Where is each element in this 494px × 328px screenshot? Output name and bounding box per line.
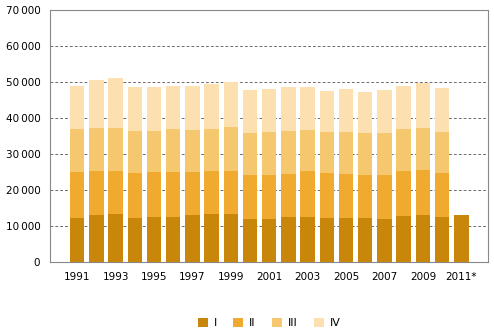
Bar — [415, 83, 430, 128]
Bar — [224, 127, 238, 171]
Bar — [166, 86, 180, 129]
Bar — [300, 171, 315, 216]
Bar — [89, 128, 104, 171]
Bar — [435, 88, 450, 132]
Bar — [454, 215, 468, 262]
Bar — [415, 128, 430, 170]
Bar — [320, 91, 334, 133]
Bar — [435, 217, 450, 262]
Bar — [397, 171, 411, 216]
Bar — [339, 90, 353, 132]
Bar — [147, 87, 161, 131]
Bar — [108, 128, 123, 171]
Bar — [70, 129, 84, 173]
Bar — [243, 133, 257, 174]
Bar — [358, 174, 372, 218]
Bar — [89, 171, 104, 215]
Bar — [281, 131, 295, 174]
Bar — [166, 172, 180, 216]
Bar — [262, 133, 277, 175]
Bar — [358, 133, 372, 174]
Bar — [415, 215, 430, 262]
Bar — [108, 215, 123, 262]
Bar — [89, 215, 104, 262]
Bar — [415, 170, 430, 215]
Bar — [185, 87, 200, 130]
Bar — [70, 217, 84, 262]
Bar — [243, 219, 257, 262]
Bar — [262, 175, 277, 219]
Bar — [108, 78, 123, 128]
Bar — [70, 173, 84, 217]
Bar — [127, 87, 142, 131]
Bar — [243, 90, 257, 133]
Bar — [435, 132, 450, 173]
Bar — [127, 218, 142, 262]
Bar — [205, 129, 219, 171]
Bar — [147, 131, 161, 173]
Bar — [339, 174, 353, 217]
Bar — [320, 217, 334, 262]
Bar — [435, 173, 450, 217]
Bar — [166, 216, 180, 262]
Bar — [320, 133, 334, 173]
Bar — [205, 214, 219, 262]
Bar — [339, 217, 353, 262]
Bar — [397, 130, 411, 171]
Bar — [377, 90, 392, 133]
Bar — [397, 87, 411, 130]
Bar — [108, 171, 123, 215]
Bar — [224, 171, 238, 214]
Bar — [166, 129, 180, 172]
Bar — [185, 172, 200, 215]
Bar — [147, 173, 161, 217]
Bar — [224, 82, 238, 127]
Bar — [147, 217, 161, 262]
Bar — [358, 92, 372, 133]
Bar — [320, 173, 334, 217]
Bar — [262, 90, 277, 133]
Bar — [281, 216, 295, 262]
Bar — [262, 219, 277, 262]
Bar — [300, 130, 315, 171]
Bar — [358, 218, 372, 262]
Bar — [70, 86, 84, 129]
Bar — [397, 216, 411, 262]
Bar — [205, 171, 219, 214]
Bar — [377, 133, 392, 175]
Bar — [377, 175, 392, 219]
Bar — [339, 132, 353, 174]
Bar — [127, 173, 142, 218]
Bar — [185, 130, 200, 172]
Bar — [281, 174, 295, 216]
Legend: I, II, III, IV: I, II, III, IV — [194, 313, 345, 328]
Bar — [224, 214, 238, 262]
Bar — [377, 219, 392, 262]
Bar — [300, 87, 315, 130]
Bar — [243, 174, 257, 219]
Bar — [281, 87, 295, 131]
Bar — [205, 84, 219, 129]
Bar — [300, 216, 315, 262]
Bar — [185, 215, 200, 262]
Bar — [89, 80, 104, 128]
Bar — [127, 131, 142, 173]
